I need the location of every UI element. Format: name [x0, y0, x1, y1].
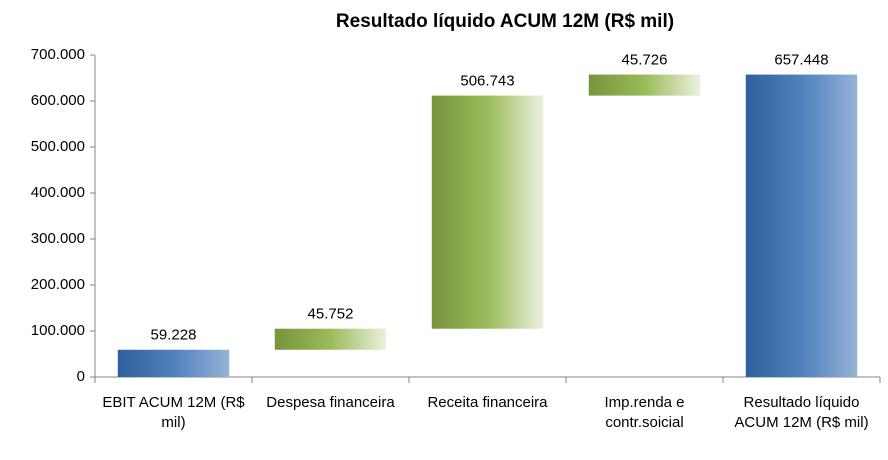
x-tick-label: Receita financeira — [427, 394, 548, 411]
x-tick-label: Imp.renda e contr.soicial — [604, 394, 685, 431]
y-tick-label: 600.000 — [31, 92, 85, 109]
data-label: 45.726 — [622, 52, 668, 69]
chart-title: Resultado líquido ACUM 12M (R$ mil) — [336, 11, 674, 32]
bar — [588, 74, 701, 96]
data-label: 59.228 — [151, 327, 197, 344]
bar — [431, 95, 544, 329]
bar — [745, 74, 858, 378]
y-tick-label: 0 — [77, 368, 85, 385]
data-label: 506.743 — [460, 73, 514, 90]
x-tick-label: EBIT ACUM 12M (R$ mil) — [102, 394, 245, 431]
data-label: 657.448 — [774, 52, 828, 69]
y-tick-label: 700.000 — [31, 46, 85, 63]
x-tick-label: Resultado líquido ACUM 12M (R$ mil) — [734, 394, 869, 431]
y-tick-label: 100.000 — [31, 322, 85, 339]
data-label: 45.752 — [308, 306, 354, 323]
y-tick-label: 500.000 — [31, 138, 85, 155]
y-tick-label: 200.000 — [31, 276, 85, 293]
x-tick-label: Despesa financeira — [266, 394, 395, 411]
bar — [274, 328, 387, 350]
bar — [117, 349, 230, 377]
y-tick-label: 400.000 — [31, 184, 85, 201]
y-tick-label: 300.000 — [31, 230, 85, 247]
